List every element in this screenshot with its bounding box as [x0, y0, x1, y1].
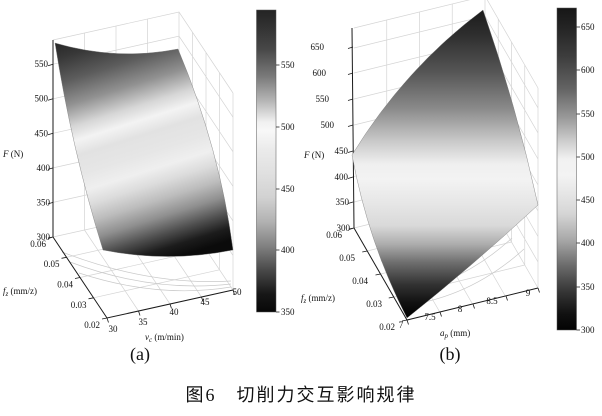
panel-b-label: (b) [440, 344, 461, 365]
z-tick-label: 600 [313, 68, 327, 78]
panel-a-label: (a) [130, 344, 150, 365]
y-tick-label: 0.04 [57, 280, 73, 290]
x-tick-label: 45 [201, 297, 211, 307]
y-tick-label: 0.05 [339, 253, 355, 263]
z-tick-label: 400 [37, 163, 51, 173]
x-tick-label: 7 [399, 320, 404, 330]
plot-b: 650 600 550 500 450 400 350 300 F (N) 0.… [301, 0, 595, 365]
y-tick-label: 0.03 [71, 300, 87, 310]
x-tick-label: 8 [458, 304, 463, 314]
colorbar-tick-label: 300 [581, 325, 595, 335]
z-tick-label: 450 [335, 146, 349, 156]
z-tick-label: 400 [335, 172, 349, 182]
y-tick-label: 0.05 [44, 259, 60, 269]
z-tick-label: 300 [37, 232, 51, 242]
z-tick-label: 450 [35, 128, 49, 138]
y-tick-label: 0.04 [352, 276, 368, 286]
colorbar-tick-label: 600 [581, 65, 595, 75]
colorbar-tick-marks [576, 26, 580, 331]
tick-marks [347, 46, 540, 325]
colorbar-gradient [556, 7, 577, 331]
colorbar-tick-label: 450 [581, 195, 595, 205]
z-tick-label: 500 [35, 94, 49, 104]
colorbar-a: 550 500 450 400 350 [256, 9, 295, 317]
colorbar-tick-label: 550 [281, 60, 295, 70]
x-tick-label: 8.5 [486, 296, 498, 306]
colorbar-b: 650 600 550 500 450 400 350 300 [556, 7, 595, 335]
floor-contour-lines [61, 251, 232, 292]
x-tick-label: 40 [170, 307, 180, 317]
figure-caption: 图6 切削力交互影响规律 [185, 385, 417, 405]
y-tick-label: 0.02 [379, 322, 395, 332]
colorbar-tick-label: 450 [281, 184, 295, 194]
y-tick-label: 0.03 [366, 299, 382, 309]
y-tick-label: 0.06 [326, 230, 342, 240]
colorbar-tick-label: 550 [581, 109, 595, 119]
colorbar-gradient [256, 9, 277, 313]
y-tick-label: 0.02 [84, 320, 100, 330]
colorbar-tick-label: 350 [581, 282, 595, 292]
x-axis-label: vc (m/min) [145, 332, 184, 344]
z-tick-label: 650 [311, 42, 325, 52]
colorbar-tick-marks [276, 64, 280, 313]
plot-a: 550 500 450 400 350 300 F (N) 0.06 0.05 … [2, 9, 295, 365]
z-tick-label: 350 [336, 197, 350, 207]
z-tick-label: 300 [337, 223, 351, 233]
z-tick-label: 550 [316, 94, 330, 104]
x-tick-label: 7.5 [424, 312, 436, 322]
z-tick-label: 500 [321, 120, 335, 130]
y-axis-label: fz (mm/z) [3, 286, 37, 298]
colorbar-tick-label: 650 [581, 22, 595, 32]
x-tick-label: 9 [526, 288, 531, 298]
colorbar-tick-label: 500 [581, 152, 595, 162]
surface-plots-canvas: 550 500 450 400 350 300 F (N) 0.06 0.05 … [2, 0, 595, 365]
x-tick-label: 30 [109, 324, 119, 334]
y-tick-label: 0.06 [30, 239, 46, 249]
z-tick-label: 350 [37, 197, 51, 207]
z-axis-label: F (N) [303, 150, 324, 160]
tick-marks [47, 63, 235, 323]
x-axis-label: ap (mm) [440, 328, 470, 340]
x-tick-label: 50 [233, 287, 243, 297]
colorbar-tick-label: 500 [281, 122, 295, 132]
colorbar-tick-label: 400 [581, 238, 595, 248]
z-tick-label: 550 [35, 59, 49, 69]
y-axis-label: fz (mm/z) [301, 293, 335, 305]
colorbar-tick-label: 400 [281, 245, 295, 255]
x-tick-label: 35 [139, 317, 149, 327]
surface-a [54, 42, 234, 257]
surface-b [351, 9, 539, 319]
z-axis-label: F (N) [2, 149, 23, 159]
colorbar-tick-label: 350 [281, 307, 295, 317]
